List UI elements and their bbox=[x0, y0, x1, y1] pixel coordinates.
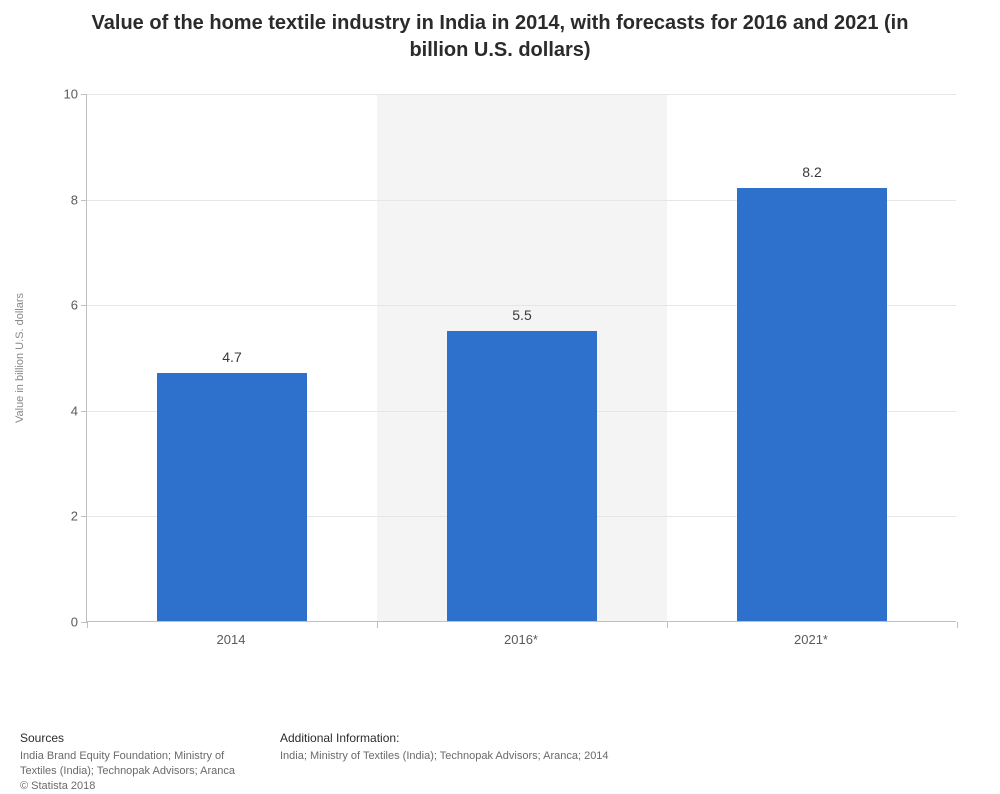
x-tick-label: 2016* bbox=[421, 632, 621, 647]
addl-info-body: India; Ministry of Textiles (India); Tec… bbox=[280, 749, 609, 764]
bar bbox=[157, 373, 308, 621]
y-tick-mark bbox=[81, 516, 87, 517]
bar bbox=[737, 188, 888, 621]
y-tick-label: 8 bbox=[18, 192, 78, 207]
y-tick-label: 10 bbox=[18, 87, 78, 102]
x-tick-mark bbox=[667, 622, 668, 628]
x-tick-label: 2021* bbox=[711, 632, 911, 647]
bar-value-label: 4.7 bbox=[172, 349, 292, 365]
y-tick-label: 0 bbox=[18, 615, 78, 630]
bar bbox=[447, 331, 598, 621]
x-tick-label: 2014 bbox=[131, 632, 331, 647]
copyright: © Statista 2018 bbox=[20, 779, 240, 794]
chart-container: Value of the home textile industry in In… bbox=[0, 0, 1000, 743]
chart-title: Value of the home textile industry in In… bbox=[0, 10, 1000, 64]
y-tick-mark bbox=[81, 94, 87, 95]
x-tick-mark bbox=[377, 622, 378, 628]
bar-value-label: 8.2 bbox=[752, 164, 872, 180]
y-tick-mark bbox=[81, 411, 87, 412]
y-tick-label: 6 bbox=[18, 298, 78, 313]
x-tick-mark bbox=[87, 622, 88, 628]
sources-body: India Brand Equity Foundation; Ministry … bbox=[20, 749, 240, 779]
y-tick-label: 2 bbox=[18, 509, 78, 524]
x-tick-mark bbox=[957, 622, 958, 628]
y-tick-label: 4 bbox=[18, 403, 78, 418]
gridline bbox=[87, 94, 956, 95]
y-tick-mark bbox=[81, 200, 87, 201]
y-tick-mark bbox=[81, 305, 87, 306]
plot-area: 4.7 5.5 8.2 bbox=[86, 94, 956, 622]
bar-value-label: 5.5 bbox=[462, 307, 582, 323]
